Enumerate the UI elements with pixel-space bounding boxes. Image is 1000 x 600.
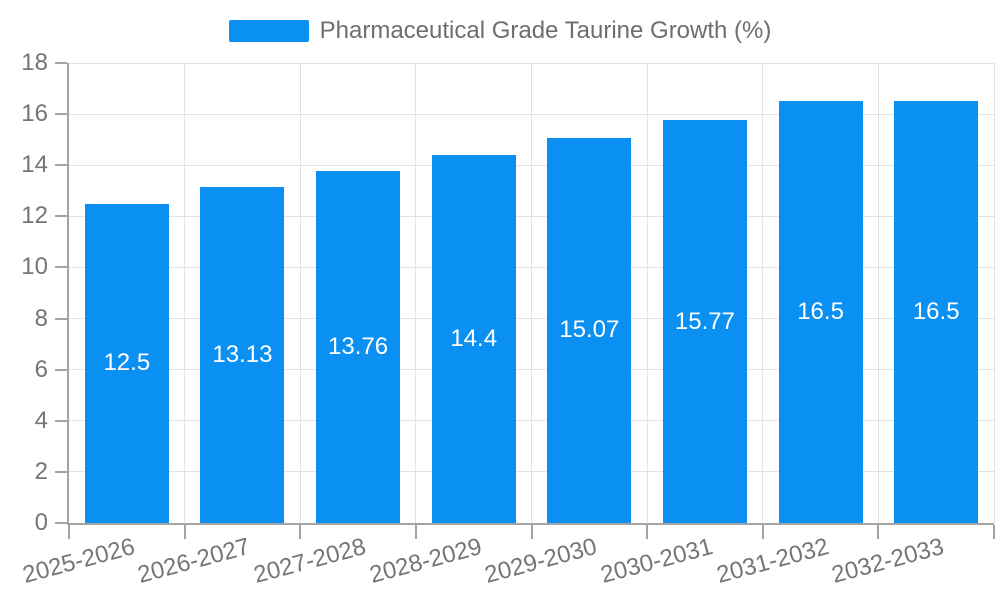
y-tick (55, 470, 67, 473)
gridline-v (646, 63, 648, 523)
x-tick (299, 525, 302, 539)
legend: Pharmaceutical Grade Taurine Growth (%) (0, 17, 1000, 45)
plot-area: 0 2 4 6 8 10 12 14 16 18 12.5 2025-2026 13.13 2026-20… (20, 51, 995, 589)
y-tick (55, 113, 67, 116)
bar-value-label: 14.4 (450, 325, 498, 352)
y-axis-line (67, 63, 69, 525)
legend-label[interactable]: Pharmaceutical Grade Taurine Growth (%) (319, 17, 772, 44)
legend-item[interactable]: Pharmaceutical Grade Taurine Growth (%) (228, 17, 772, 45)
bar-value-label: 13.13 (212, 341, 273, 369)
bar[interactable]: 16.5 (778, 101, 863, 523)
x-tick (183, 525, 186, 539)
gridline-v (993, 63, 995, 523)
y-tick (55, 215, 67, 218)
bar[interactable]: 13.13 (200, 187, 285, 523)
y-tick (55, 266, 67, 269)
bar[interactable]: 15.07 (547, 137, 632, 523)
bar-value-label: 12.5 (103, 349, 151, 377)
x-tick (993, 525, 995, 539)
x-tick (646, 525, 649, 539)
y-axis-label: 18 (21, 49, 48, 76)
y-axis-label: 16 (21, 100, 48, 128)
x-tick (530, 525, 533, 539)
bar-value-label: 15.77 (674, 307, 735, 335)
x-tick (68, 525, 70, 539)
y-tick (55, 62, 67, 64)
bar-value-label: 16.5 (912, 298, 960, 326)
y-axis-label: 14 (21, 151, 48, 179)
bar-value-label: 13.76 (328, 333, 389, 361)
y-tick (55, 522, 67, 524)
gridline-v (531, 63, 532, 523)
bar[interactable]: 14.4 (431, 155, 516, 523)
gridline-v (762, 63, 764, 523)
bar-value-label: 16.5 (797, 298, 844, 326)
y-tick (55, 164, 67, 167)
bar[interactable]: 15.77 (662, 120, 747, 523)
y-axis-label: 8 (34, 304, 48, 332)
x-tick (877, 525, 880, 539)
x-axis-line (67, 523, 994, 525)
bar[interactable]: 13.76 (316, 171, 401, 523)
gridline-v (299, 63, 301, 523)
gridline-v (877, 63, 879, 523)
y-axis-label: 2 (34, 457, 48, 485)
x-tick (761, 525, 764, 539)
x-tick (414, 525, 417, 539)
gridline-v (184, 63, 186, 523)
y-tick (55, 368, 67, 371)
y-axis-label: 12 (21, 202, 48, 230)
y-axis-label: 4 (34, 406, 48, 434)
bar[interactable]: 12.5 (84, 203, 169, 523)
y-tick (55, 317, 67, 320)
y-axis-label: 10 (21, 253, 48, 281)
y-tick (55, 419, 67, 422)
bar-value-label: 15.07 (559, 316, 620, 344)
gridline-v (415, 63, 417, 523)
legend-swatch[interactable] (228, 20, 309, 42)
bar[interactable]: 16.5 (894, 101, 979, 523)
y-axis-label: 0 (34, 509, 48, 536)
y-axis-label: 6 (34, 355, 48, 383)
